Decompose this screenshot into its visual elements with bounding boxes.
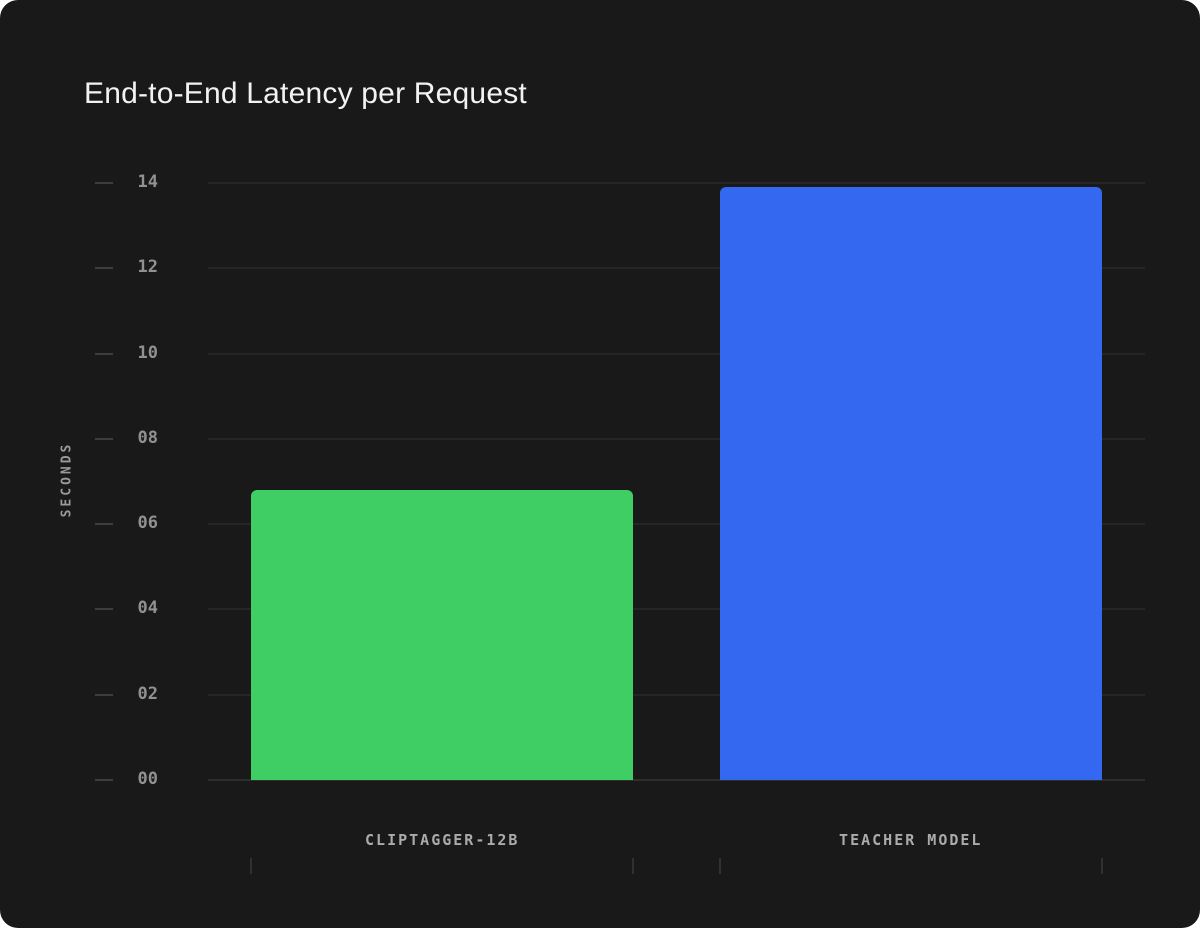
y-tick-dash: [95, 779, 113, 781]
x-tick: [1100, 858, 1103, 874]
gridline: [208, 352, 1145, 355]
x-tick: [250, 858, 253, 874]
x-category-label: CLIPTAGGER-12B: [365, 831, 520, 849]
x-category-label: TEACHER MODEL: [839, 831, 983, 849]
y-tick-dash: [95, 352, 113, 355]
y-tick-dash: [95, 693, 113, 696]
y-tick-label: 12: [137, 257, 158, 278]
y-tick-label: 14: [137, 172, 158, 192]
y-tick-dash: [95, 182, 113, 184]
gridline: [208, 523, 1145, 526]
baseline-gridline: [208, 779, 1145, 781]
gridline: [208, 608, 1145, 611]
y-tick-label: 04: [137, 598, 158, 619]
bar-teacher-model: [719, 187, 1102, 780]
y-tick-dash: [95, 267, 113, 270]
y-tick-dash: [95, 608, 113, 611]
x-tick: [718, 858, 721, 874]
y-tick-dash: [95, 437, 113, 440]
bar-cliptagger-12b: [251, 490, 634, 780]
y-tick-label: 02: [137, 683, 158, 704]
gridline: [208, 267, 1145, 270]
y-tick-label: 08: [137, 427, 158, 448]
chart-title: End-to-End Latency per Request: [84, 77, 527, 111]
gridline: [208, 182, 1145, 184]
x-tick: [632, 858, 635, 874]
y-tick-label: 10: [137, 342, 158, 363]
y-tick-dash: [95, 523, 113, 526]
gridline: [208, 437, 1145, 440]
y-tick-label: 06: [137, 513, 158, 534]
y-tick-label: 00: [137, 769, 158, 789]
gridline: [208, 693, 1145, 696]
